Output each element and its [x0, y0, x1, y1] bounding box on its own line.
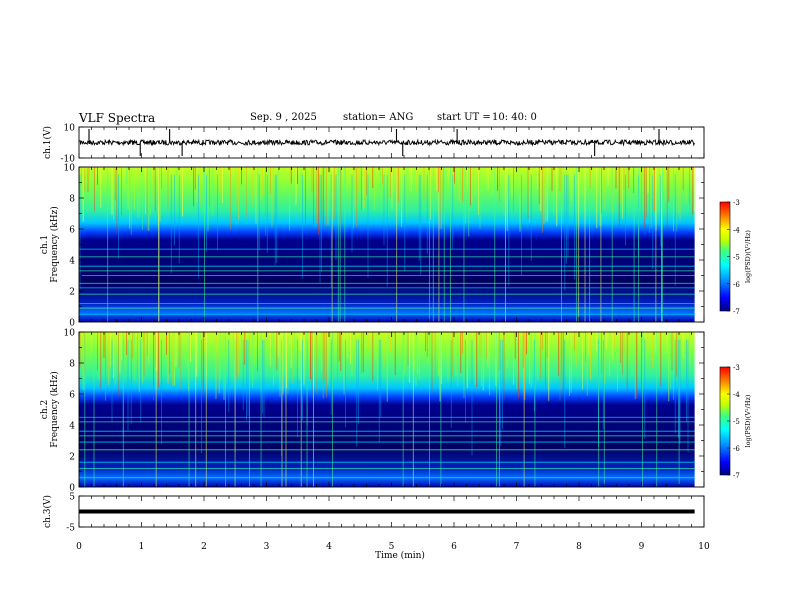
colorbar-tick-label: -6 [733, 445, 740, 453]
colorbar-tick-label: -3 [733, 364, 740, 372]
colorbar-tick-label: -7 [733, 472, 740, 480]
x-axis-label: Time (min) [375, 550, 425, 561]
spectrogram-ylabel-channel: ch.2 [40, 400, 50, 419]
colorbar-tick-label: -6 [733, 281, 740, 289]
y-tick-label: 8 [69, 360, 75, 370]
ch3-ylabel: ch.3(V) [42, 495, 53, 528]
x-tick-label: 4 [326, 542, 332, 552]
y-tick-label: 4 [69, 257, 75, 267]
ch3-waveform-panel: 5 -5 ch.3(V) [42, 493, 705, 534]
ch1-ylabel: ch.1(V) [42, 126, 53, 159]
x-tick-label: 10 [698, 542, 710, 552]
time-axis: 0 1 2 3 4 5 6 7 8 9 10 Time (min) [76, 542, 710, 561]
date-label: Sep. 9 , 2025 [250, 112, 317, 123]
x-tick-label: 5 [389, 542, 395, 552]
colorbar-tick-label: -5 [733, 418, 740, 426]
colorbar-tick-label: -3 [733, 199, 740, 207]
colorbar-label: log(PSD)(V²/Hz) [744, 230, 752, 283]
start-ut-value: 10: 40: 0 [492, 112, 537, 123]
ch3-trace [79, 509, 695, 514]
y-tick-label: 8 [69, 195, 75, 205]
y-tick-label: 2 [69, 288, 75, 298]
ch1-waveform-panel: 10 -10 ch.1(V) [42, 124, 705, 165]
y-tick-label: 10 [64, 124, 76, 134]
y-tick-label: -10 [61, 155, 76, 165]
colorbar-tick-label: -4 [733, 226, 740, 234]
spectrogram-ylabel-frequency: Frequency (kHz) [49, 206, 60, 283]
y-tick-label: 10 [64, 329, 76, 339]
colorbar-tick-label: -4 [733, 391, 740, 399]
x-tick-label: 9 [639, 542, 645, 552]
x-tick-label: 3 [264, 542, 270, 552]
ch2-spectrogram-panel: 0 2 4 6 8 10 ch.2 Frequency (kHz) -3 -4 -5 -6 -7 log(… [40, 329, 752, 494]
y-tick-label: 6 [69, 391, 75, 401]
spectrogram-background [79, 167, 695, 322]
station-label: station= ANG [343, 112, 414, 123]
x-tick-label: 1 [139, 542, 145, 552]
y-tick-label: 4 [69, 422, 75, 432]
y-tick-label: 10 [64, 164, 76, 174]
ch1-spectrogram-panel: 0 2 4 6 8 10 ch.1 Frequency (kHz) -3 -4 -5 -6 -7 log(… [40, 164, 752, 329]
x-tick-label: 7 [514, 542, 520, 552]
ch1-trace [79, 138, 695, 147]
y-tick-label: 2 [69, 453, 75, 463]
colorbar-tick-label: -5 [733, 254, 740, 262]
y-tick-label: 6 [69, 226, 75, 236]
x-tick-label: 8 [576, 542, 582, 552]
x-tick-label: 0 [76, 542, 82, 552]
colorbar-label: log(PSD)(V²/Hz) [744, 394, 752, 447]
start-ut-label: start UT = [437, 112, 491, 123]
spectrogram-ylabel-channel: ch.1 [40, 235, 50, 254]
y-tick-label: 0 [69, 319, 75, 329]
y-tick-label: 5 [69, 493, 75, 503]
colorbar-tick-label: -7 [733, 308, 740, 316]
figure-title: VLF Spectra [79, 111, 156, 125]
y-tick-label: 0 [69, 484, 75, 494]
spectrogram-ylabel-frequency: Frequency (kHz) [49, 371, 60, 448]
x-tick-label: 2 [201, 542, 207, 552]
y-tick-label: -5 [66, 524, 75, 534]
x-tick-label: 6 [451, 542, 457, 552]
